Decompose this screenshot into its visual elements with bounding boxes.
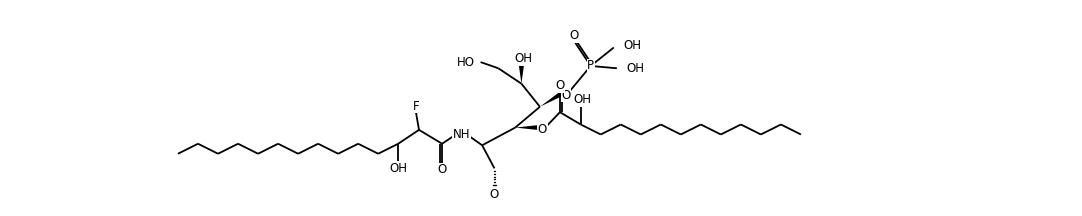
Text: O: O: [490, 188, 499, 201]
Text: OH: OH: [514, 52, 532, 65]
Text: O: O: [437, 164, 447, 176]
Text: HO: HO: [457, 56, 474, 69]
Polygon shape: [519, 66, 524, 84]
Text: F: F: [412, 100, 419, 113]
Text: OH: OH: [626, 62, 644, 75]
Text: NH: NH: [452, 128, 470, 141]
Text: P: P: [588, 59, 594, 72]
Polygon shape: [540, 92, 563, 107]
Text: O: O: [569, 29, 579, 42]
Text: O: O: [538, 123, 546, 136]
Text: OH: OH: [390, 162, 407, 175]
Text: OH: OH: [623, 39, 641, 52]
Text: O: O: [562, 89, 570, 102]
Polygon shape: [515, 125, 539, 130]
Text: OH: OH: [573, 93, 591, 106]
Text: O: O: [555, 79, 565, 92]
